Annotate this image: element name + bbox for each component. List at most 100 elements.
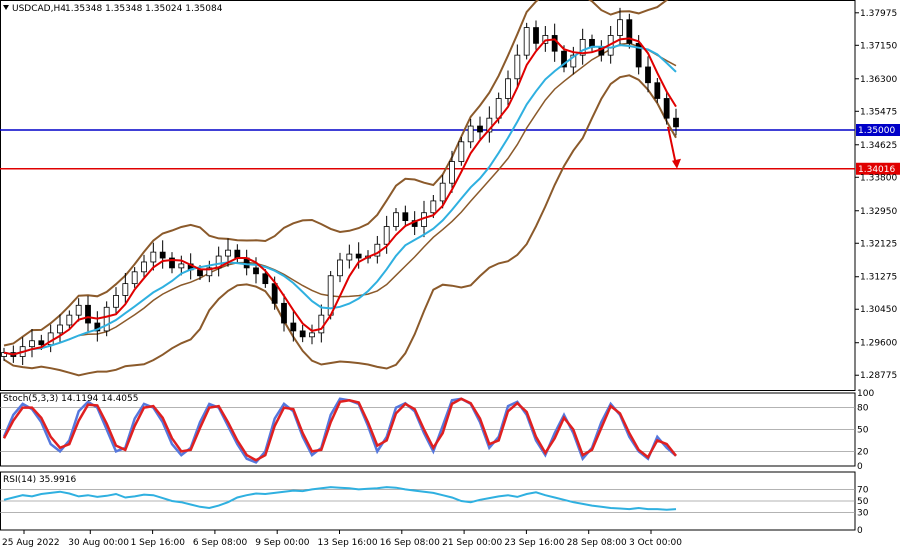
candle <box>290 311 297 342</box>
candle <box>66 310 73 330</box>
rsi-line <box>3 486 677 511</box>
price-tick-label: 1.32950 <box>860 207 897 217</box>
candle <box>243 249 250 276</box>
candle-body <box>523 27 530 56</box>
price-tick-label: 1.29600 <box>860 339 897 349</box>
candle <box>355 242 362 269</box>
candle <box>383 215 390 254</box>
candle-body <box>1 352 7 357</box>
candle-body <box>122 283 129 296</box>
stoch-tick-label: 50 <box>857 426 869 436</box>
candle <box>131 267 138 288</box>
time-axis: 25 Aug 2022 30 Aug 00:00 1 Sep 16:00 6 Sep … <box>2 530 682 548</box>
rsi-tick-label: 50 <box>857 497 869 507</box>
candle-body <box>617 19 623 36</box>
candle-body <box>57 324 63 334</box>
stoch-label: Stoch(5,3,3) 14.1194 14.4055 <box>3 394 138 404</box>
candle-body <box>103 306 110 332</box>
ohlc-readout: 1.35348 1.35348 1.35024 1.35084 <box>65 4 223 14</box>
horizontal-levels[interactable]: 1.35000 1.34016 <box>0 124 900 175</box>
candle-body <box>514 54 521 80</box>
candle <box>439 174 446 209</box>
candle-body <box>150 251 157 263</box>
candle <box>337 252 343 283</box>
main-frame <box>0 0 856 391</box>
stoch-tick-label: 100 <box>857 389 874 399</box>
candle-body <box>477 125 483 133</box>
moving-averages <box>3 37 677 356</box>
price-tick-label: 1.32125 <box>860 239 897 249</box>
stoch-signal-line <box>2 397 677 462</box>
stoch-tick-label: 80 <box>857 404 869 414</box>
time-tick-label: 9 Sep 00:00 <box>255 538 310 548</box>
stoch-tick-label: 20 <box>857 447 869 457</box>
candle <box>1 347 7 361</box>
arrow-shaft <box>667 126 677 165</box>
arrow-head <box>672 158 681 169</box>
candle-body <box>309 332 315 338</box>
stochastic-pane: 100 80 50 20 0 <box>0 389 874 472</box>
candle <box>281 293 287 332</box>
candle-body <box>393 212 399 227</box>
price-tick-label: 1.34625 <box>860 141 897 151</box>
candle <box>75 298 82 322</box>
candle <box>122 273 129 306</box>
candle <box>94 311 101 342</box>
rsi-tick-label: 30 <box>857 509 869 519</box>
candle-body <box>626 19 633 44</box>
candle-body <box>113 295 119 308</box>
stoch-main-line <box>2 397 677 464</box>
level-label: 1.34016 <box>858 165 895 175</box>
candles <box>1 7 679 366</box>
chart-title: USDCAD,H4 <box>12 4 66 14</box>
candle <box>458 137 465 166</box>
candle-body <box>383 226 390 245</box>
time-tick-label: 30 Aug 00:00 <box>68 538 129 548</box>
candle-body <box>346 253 353 261</box>
candle-body <box>579 38 586 56</box>
chart-grid <box>0 0 856 531</box>
time-tick-label: 13 Sep 16:00 <box>318 538 378 548</box>
candle-body <box>290 322 297 332</box>
candle <box>309 324 315 345</box>
candle-body <box>94 322 101 332</box>
price-tick-label: 1.33800 <box>860 173 897 183</box>
candle-body <box>533 27 539 44</box>
candle-body <box>449 161 455 184</box>
candle-body <box>355 253 362 259</box>
candle <box>57 314 63 343</box>
candle-body <box>654 82 661 99</box>
time-tick-label: 16 Sep 08:00 <box>380 538 440 548</box>
candle-body <box>570 54 577 68</box>
stoch-tick-label: 0 <box>857 462 863 472</box>
level-badge <box>856 162 900 175</box>
candle <box>673 108 679 136</box>
candle <box>47 324 54 353</box>
candle <box>533 20 539 50</box>
candle-body <box>467 125 474 143</box>
candle-body <box>635 42 642 68</box>
rsi-tick-label: 0 <box>857 526 863 536</box>
candle-body <box>141 261 147 273</box>
down-arrow-icon <box>667 126 681 169</box>
rsi-tick-label: 70 <box>857 485 869 495</box>
candle-body <box>505 78 511 99</box>
level-badge <box>856 124 900 136</box>
ma-fast-line <box>3 37 677 356</box>
candle <box>159 240 166 269</box>
time-tick-label: 1 Sep 16:00 <box>131 538 186 548</box>
candle <box>169 252 175 274</box>
candle-body <box>169 257 175 269</box>
candle <box>626 13 633 49</box>
candle <box>103 301 110 337</box>
candle-body <box>131 271 138 285</box>
candle <box>346 244 353 269</box>
candle <box>449 150 455 193</box>
candle <box>579 28 586 65</box>
rsi-label: RSI(14) 35.9916 <box>3 475 76 485</box>
candle-body <box>253 267 259 275</box>
candle <box>113 287 119 315</box>
candle <box>393 208 399 231</box>
candle-body <box>66 314 73 326</box>
